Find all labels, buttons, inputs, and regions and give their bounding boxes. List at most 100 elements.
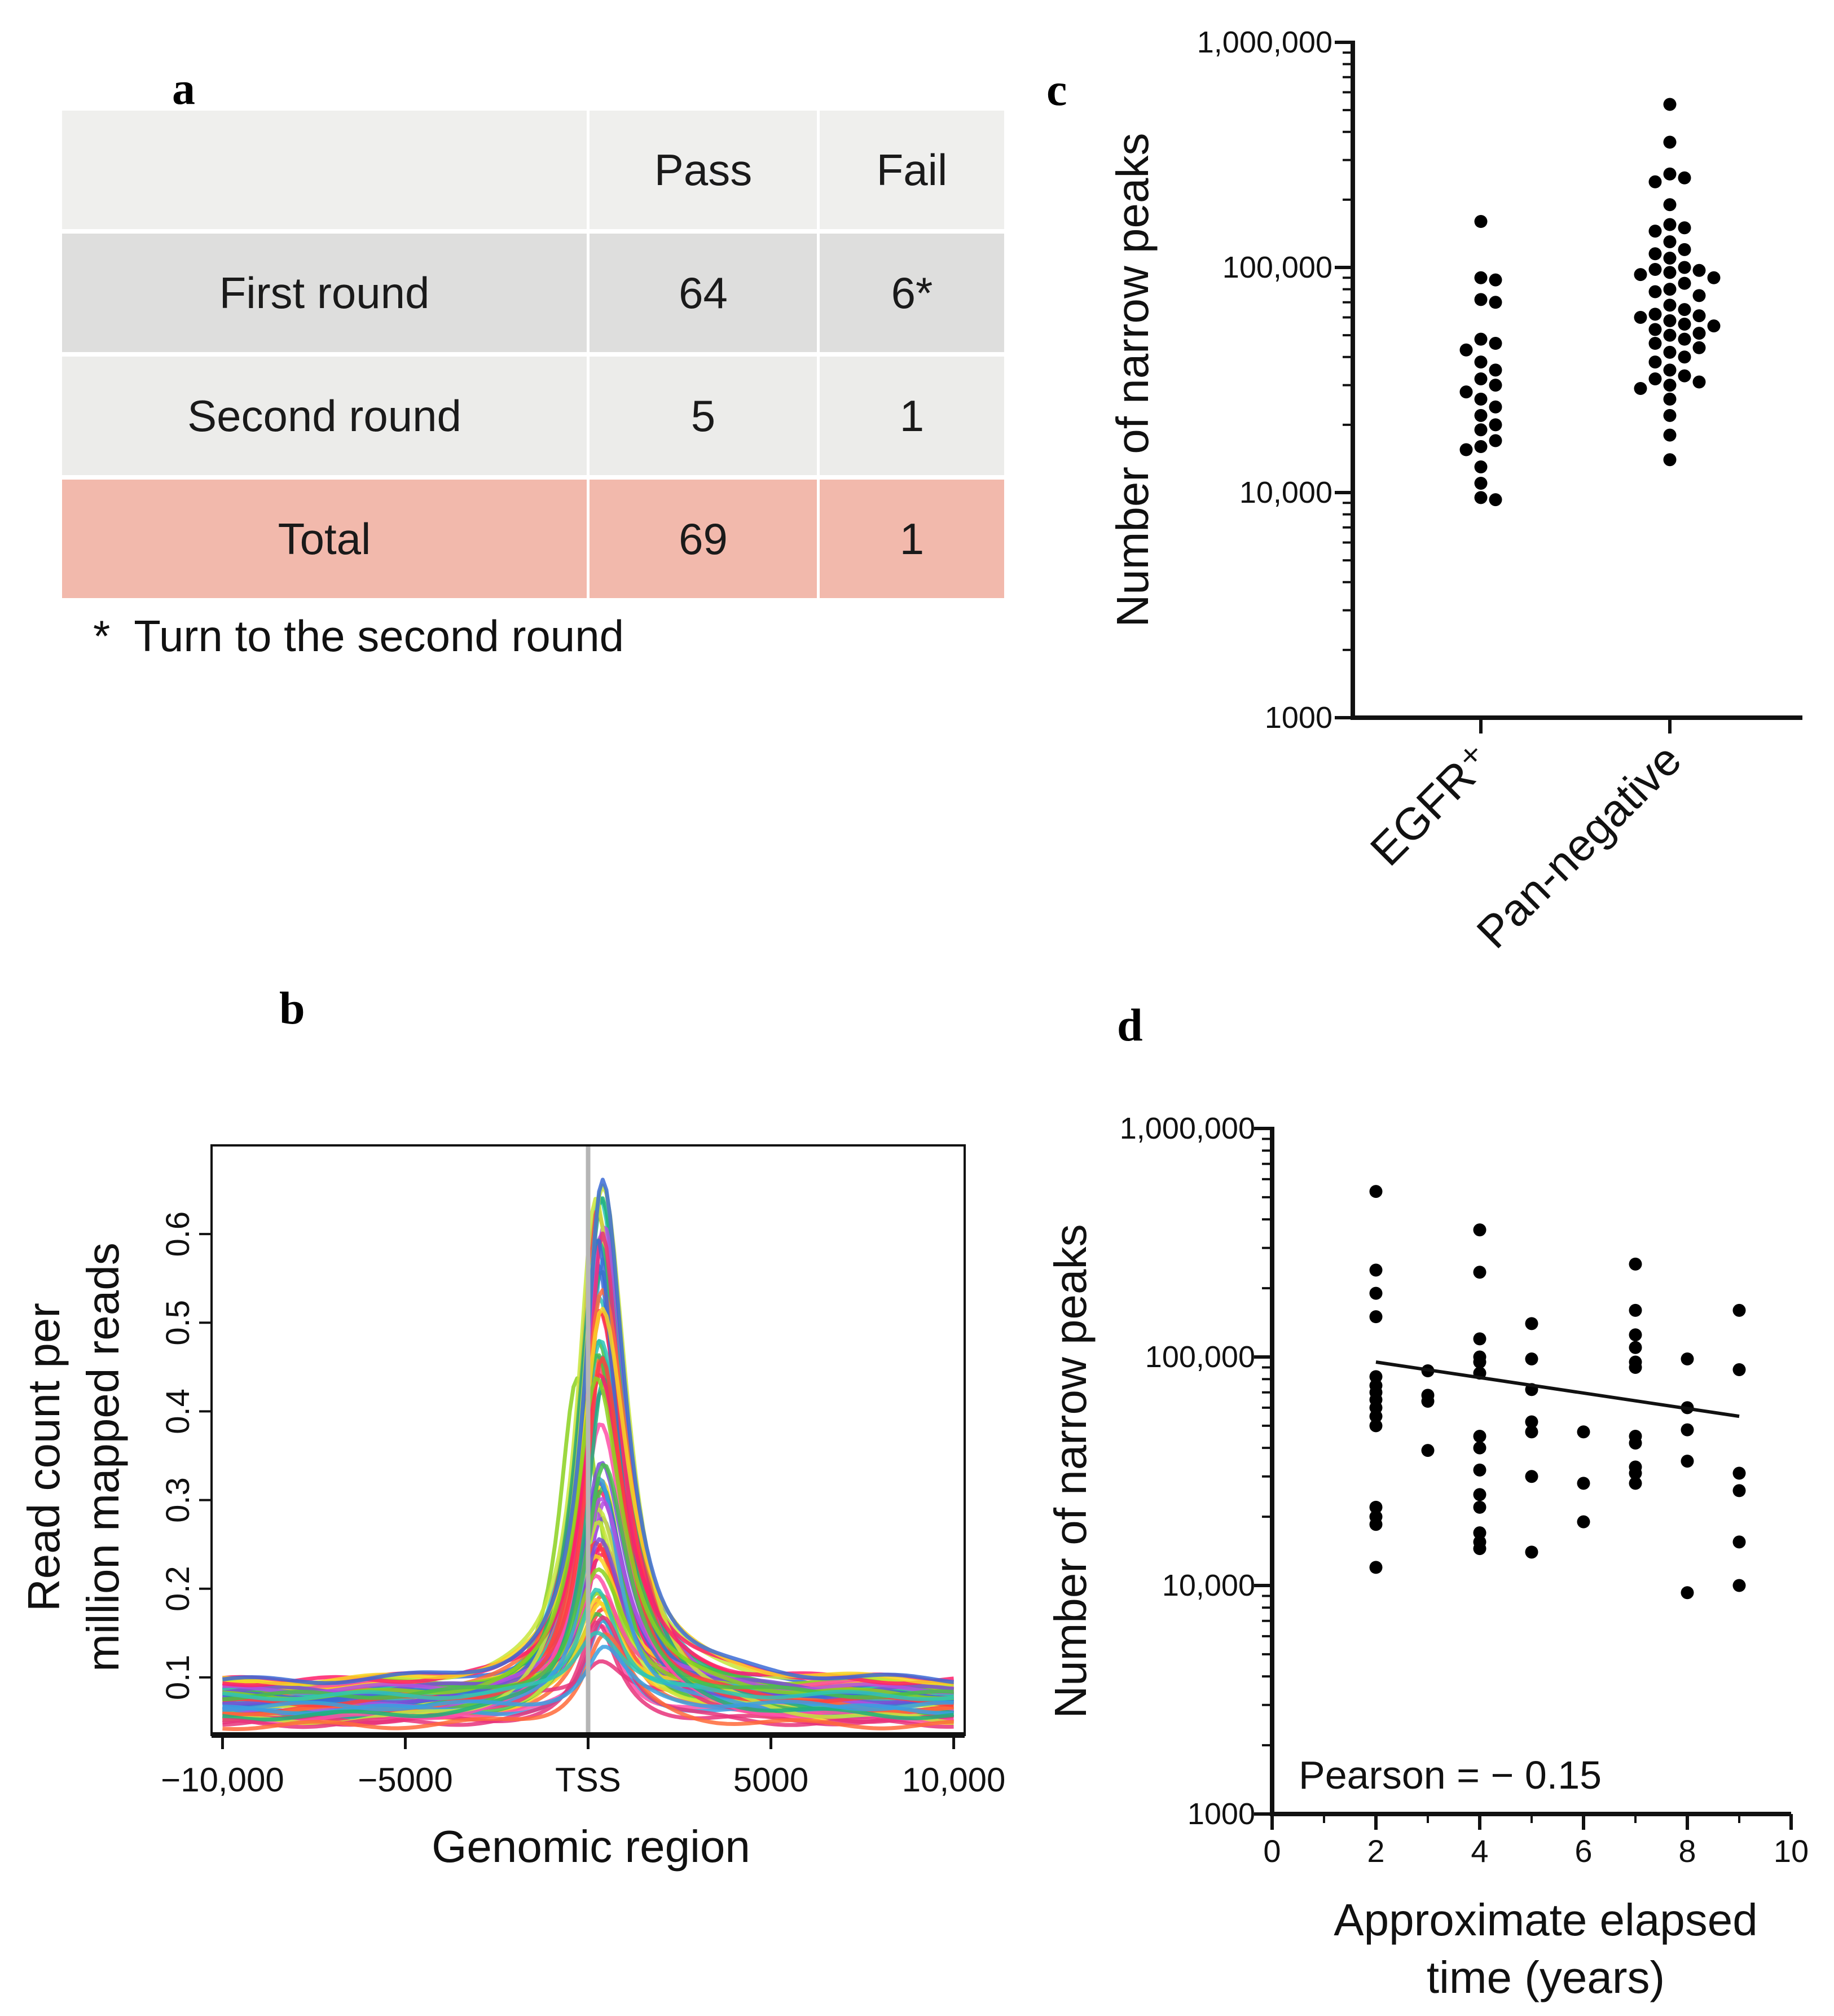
x-tick-label: −10,000: [161, 1761, 284, 1799]
x-tick-label: 6: [1574, 1833, 1592, 1869]
data-point: [1678, 350, 1691, 364]
data-point: [1473, 1266, 1486, 1279]
data-point: [1473, 1429, 1486, 1443]
row-label: Second round: [62, 357, 587, 475]
data-point: [1663, 251, 1677, 265]
panel-label-a: a: [172, 63, 195, 114]
data-point: [1473, 1526, 1486, 1540]
data-point: [1369, 1419, 1383, 1433]
x-tick-label: 5000: [733, 1761, 808, 1799]
data-point: [1474, 460, 1488, 474]
data-point: [1489, 363, 1502, 377]
x-axis-title-line2: time (years): [1427, 1952, 1665, 2002]
data-point: [1577, 1425, 1590, 1439]
x-tick-label: 2: [1367, 1833, 1384, 1869]
data-point: [1692, 327, 1706, 340]
data-point: [1489, 296, 1502, 309]
qc-summary-table: Pass Fail First round 64 6* Second round…: [62, 111, 1004, 600]
table-row-first-round: First round 64 6*: [62, 234, 1004, 354]
data-point: [1474, 491, 1488, 504]
data-point: [1474, 440, 1488, 454]
data-point: [1681, 1455, 1694, 1468]
x-tick-label: −5000: [358, 1761, 453, 1799]
scatter-series: [1634, 98, 1721, 467]
data-point: [1732, 1484, 1746, 1497]
y-axis-title-line2: million mapped reads: [78, 1242, 128, 1671]
y-axis-title: Number of narrow peaks: [1045, 1224, 1096, 1719]
data-point: [1474, 392, 1488, 406]
fail-value: 6*: [820, 234, 1004, 352]
fail-value: 1: [820, 357, 1004, 475]
y-tick-label: 1,000,000: [1197, 25, 1332, 59]
x-category-label: Pan-negative: [1467, 734, 1691, 958]
data-point: [1369, 1286, 1383, 1300]
data-point: [1678, 332, 1691, 346]
pass-value: 69: [590, 480, 817, 598]
data-point: [1629, 1466, 1642, 1480]
data-point: [1489, 273, 1502, 287]
data-point: [1692, 341, 1706, 354]
x-tick-label: 8: [1678, 1833, 1696, 1869]
pearson-annotation: Pearson = − 0.15: [1299, 1753, 1602, 1797]
data-point: [1678, 276, 1691, 290]
data-point: [1474, 476, 1488, 490]
data-point: [1369, 1518, 1383, 1531]
data-point: [1648, 263, 1662, 276]
y-axis-title-line1: Read count per: [19, 1303, 69, 1611]
data-point: [1474, 372, 1488, 385]
data-point: [1692, 263, 1706, 277]
data-point: [1369, 1185, 1383, 1198]
data-point: [1663, 363, 1677, 377]
fail-value: 1: [820, 480, 1004, 598]
data-point: [1489, 337, 1502, 350]
scatter-series: [1459, 215, 1502, 507]
data-point: [1634, 382, 1647, 396]
tss-profile-chart: 0.1 0.2 0.3 0.4 0.5 0.6 −10,000 −5000 TSS 5000 10,…: [19, 1144, 1005, 1872]
data-point: [1629, 1303, 1642, 1317]
data-point: [1473, 1542, 1486, 1556]
data-point: [1421, 1394, 1435, 1408]
data-point: [1648, 308, 1662, 321]
data-point: [1525, 1545, 1538, 1559]
y-tick-label: 0.2: [160, 1566, 196, 1611]
data-point: [1663, 314, 1677, 327]
data-point: [1663, 266, 1677, 279]
data-point: [1648, 225, 1662, 238]
table-header-fail: Fail: [820, 111, 1004, 229]
data-point: [1648, 355, 1662, 369]
data-point: [1678, 221, 1691, 235]
table-footnote: * Turn to the second round: [93, 611, 624, 661]
data-point: [1707, 319, 1721, 333]
data-point: [1663, 328, 1677, 342]
scatter-series: [1369, 1185, 1746, 1600]
table-header-row: Pass Fail: [62, 111, 1004, 231]
data-point: [1474, 355, 1488, 369]
data-point: [1663, 167, 1677, 181]
data-point: [1525, 1470, 1538, 1483]
data-point: [1369, 1500, 1383, 1514]
data-point: [1459, 443, 1473, 456]
data-point: [1692, 309, 1706, 323]
data-point: [1577, 1477, 1590, 1490]
data-point: [1473, 1441, 1486, 1455]
data-point: [1629, 1361, 1642, 1374]
data-point: [1692, 375, 1706, 389]
data-point: [1629, 1328, 1642, 1342]
data-point: [1648, 175, 1662, 188]
trend-line: [1375, 1360, 1740, 1418]
data-point: [1663, 135, 1677, 149]
data-point: [1678, 171, 1691, 185]
data-point: [1648, 247, 1662, 261]
peaks-vs-time-chart: 1000 10,000 100,000 1,000,000 0 2 4 6 8 10 Pearson…: [1045, 1112, 1809, 2002]
data-point: [1634, 268, 1647, 282]
data-point: [1678, 261, 1691, 274]
data-point: [1489, 400, 1502, 414]
data-point: [1489, 434, 1502, 447]
y-tick-label: 1000: [1265, 701, 1332, 735]
data-point: [1732, 1303, 1746, 1317]
data-point: [1678, 303, 1691, 317]
data-point: [1473, 1355, 1486, 1369]
data-point: [1369, 1310, 1383, 1324]
x-tick-label: TSS: [555, 1761, 621, 1799]
data-point: [1681, 1586, 1694, 1600]
